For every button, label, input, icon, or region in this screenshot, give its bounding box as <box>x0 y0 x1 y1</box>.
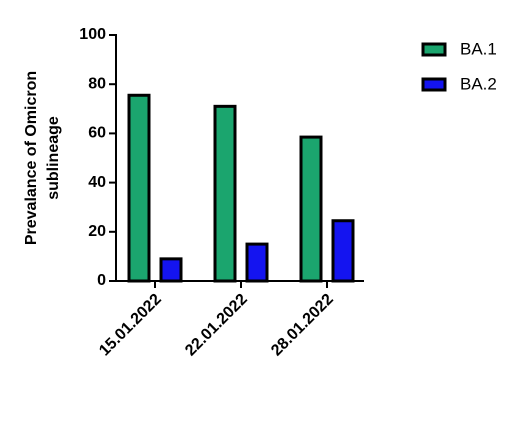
y-tick-label: 80 <box>88 75 106 92</box>
y-axis-title-line: sublineage <box>45 116 62 200</box>
y-tick-label: 60 <box>88 125 106 142</box>
bar <box>245 242 269 283</box>
legend-swatch <box>421 42 447 57</box>
y-tick-label: 40 <box>88 174 106 191</box>
y-axis-title-line: Prevalance of Omicron <box>23 71 40 245</box>
x-tick-label: 22.01.2022 <box>182 291 251 360</box>
y-tick-label: 100 <box>79 26 106 43</box>
bar <box>299 135 323 283</box>
x-tick-label: 28.01.2022 <box>268 291 337 360</box>
bar <box>127 93 151 283</box>
legend-label: BA.2 <box>460 74 497 93</box>
bar <box>159 257 183 283</box>
y-tick-label: 0 <box>97 272 106 289</box>
legend-label: BA.1 <box>460 39 497 58</box>
y-tick-label: 20 <box>88 223 106 240</box>
y-axis-title: Prevalance of Omicron sublineage <box>23 71 62 245</box>
legend-swatch <box>421 77 447 92</box>
x-tick-label: 15.01.2022 <box>96 291 165 360</box>
bar <box>213 104 237 283</box>
bar <box>331 219 355 283</box>
